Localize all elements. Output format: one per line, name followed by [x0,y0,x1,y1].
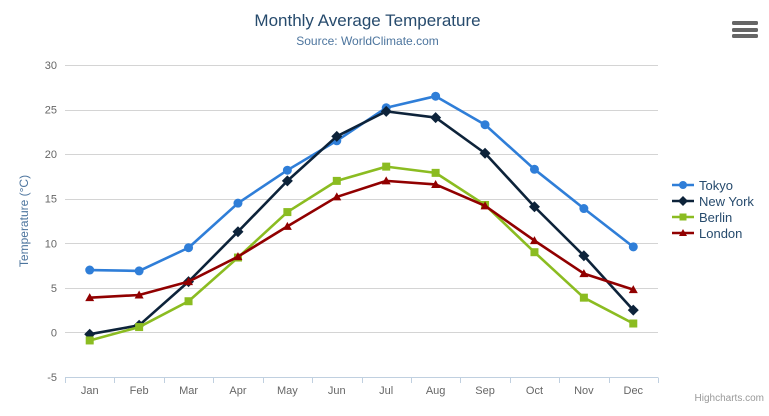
square-marker-icon [283,208,292,217]
series-london[interactable] [85,176,638,302]
diamond-marker-icon [281,175,293,187]
diamond-marker-icon [578,250,590,262]
legend-item-new-york[interactable]: New York [672,193,754,209]
triangle-marker-icon [381,176,391,185]
chart-title: Monthly Average Temperature [254,11,481,30]
legend-symbol [672,196,694,206]
legend-label: London [699,225,743,241]
y-axis-tick-label: 25 [45,105,57,117]
square-marker-icon [382,162,391,171]
circle-marker-icon [579,204,589,214]
circle-marker-icon [628,242,638,252]
legend: Tokyo New York Berlin London [672,177,754,241]
highcharts-credit[interactable]: Highcharts.com [694,393,764,404]
square-marker-icon [431,168,440,177]
x-axis-tick-label: Feb [130,385,149,397]
triangle-marker-icon [85,293,95,302]
triangle-marker-icon [184,277,194,286]
legend-label: Berlin [699,209,733,225]
y-axis-tick-label: 30 [45,60,57,72]
triangle-marker-icon [480,201,490,210]
triangle-marker-icon [529,236,539,245]
square-marker-icon [679,213,687,221]
circle-marker-icon [134,266,144,276]
export-menu-button[interactable] [732,21,758,39]
circle-marker-icon [679,181,687,189]
triangle-marker-icon [282,221,292,230]
circle-marker-icon [282,165,292,175]
legend-symbol [672,229,694,236]
square-marker-icon [332,176,341,185]
series-line [88,179,635,299]
series-line [88,110,635,336]
diamond-marker-icon [430,112,442,124]
y-axis-tick-label: -5 [47,372,57,384]
square-marker-icon [85,336,94,345]
series-line [88,165,635,342]
y-axis-tick-label: 15 [45,194,57,206]
diamond-marker-icon [479,147,491,159]
legend-label: Tokyo [699,177,733,193]
triangle-marker-icon [628,285,638,294]
x-axis-tick-label: Nov [574,385,594,397]
series-new-york[interactable] [84,105,639,340]
square-marker-icon [135,323,144,332]
triangle-marker-icon [233,252,243,261]
diamond-marker-icon [627,304,639,316]
circle-marker-icon [85,265,95,275]
legend-item-tokyo[interactable]: Tokyo [672,177,754,193]
triangle-marker-icon [679,229,687,236]
series-tokyo[interactable] [85,91,638,276]
y-axis-tick-label: 20 [45,149,57,161]
legend-symbol [672,213,694,221]
hamburger-icon [732,21,758,25]
x-axis-tick-label: May [277,385,298,397]
diamond-marker-icon [380,105,392,117]
square-marker-icon [530,248,539,257]
triangle-marker-icon [431,179,441,188]
hamburger-icon [732,27,758,32]
x-axis-tick-label: Dec [624,385,644,397]
diamond-marker-icon [331,130,343,142]
legend-symbol [672,181,694,189]
diamond-marker-icon [528,201,540,213]
circle-marker-icon [529,164,539,174]
x-axis-tick-label: Jun [328,385,346,397]
diamond-marker-icon [678,196,688,206]
diamond-marker-icon [232,226,244,238]
x-axis-tick-label: Sep [475,385,495,397]
x-axis-tick-label: Jan [81,385,99,397]
hamburger-icon [732,34,758,38]
square-marker-icon [184,297,193,306]
legend-item-berlin[interactable]: Berlin [672,209,754,225]
y-axis-tick-label: 10 [45,238,57,250]
x-axis-tick-label: Mar [179,385,198,397]
square-marker-icon [579,293,588,302]
x-axis-tick-label: Oct [526,385,543,397]
triangle-marker-icon [332,192,342,201]
legend-label: New York [699,193,754,209]
circle-marker-icon [184,243,194,253]
legend-item-london[interactable]: London [672,225,754,241]
circle-marker-icon [480,120,490,130]
circle-marker-icon [431,91,441,101]
square-marker-icon [629,319,638,328]
y-axis-tick-label: 0 [51,327,57,339]
triangle-marker-icon [579,269,589,278]
x-axis-tick-label: Jul [379,385,393,397]
circle-marker-icon [233,198,243,208]
chart-subtitle: Source: WorldClimate.com [296,34,439,48]
triangle-marker-icon [134,290,144,299]
x-axis-tick-label: Apr [229,385,246,397]
x-axis-tick-label: Aug [426,385,446,397]
y-axis-tick-label: 5 [51,283,57,295]
